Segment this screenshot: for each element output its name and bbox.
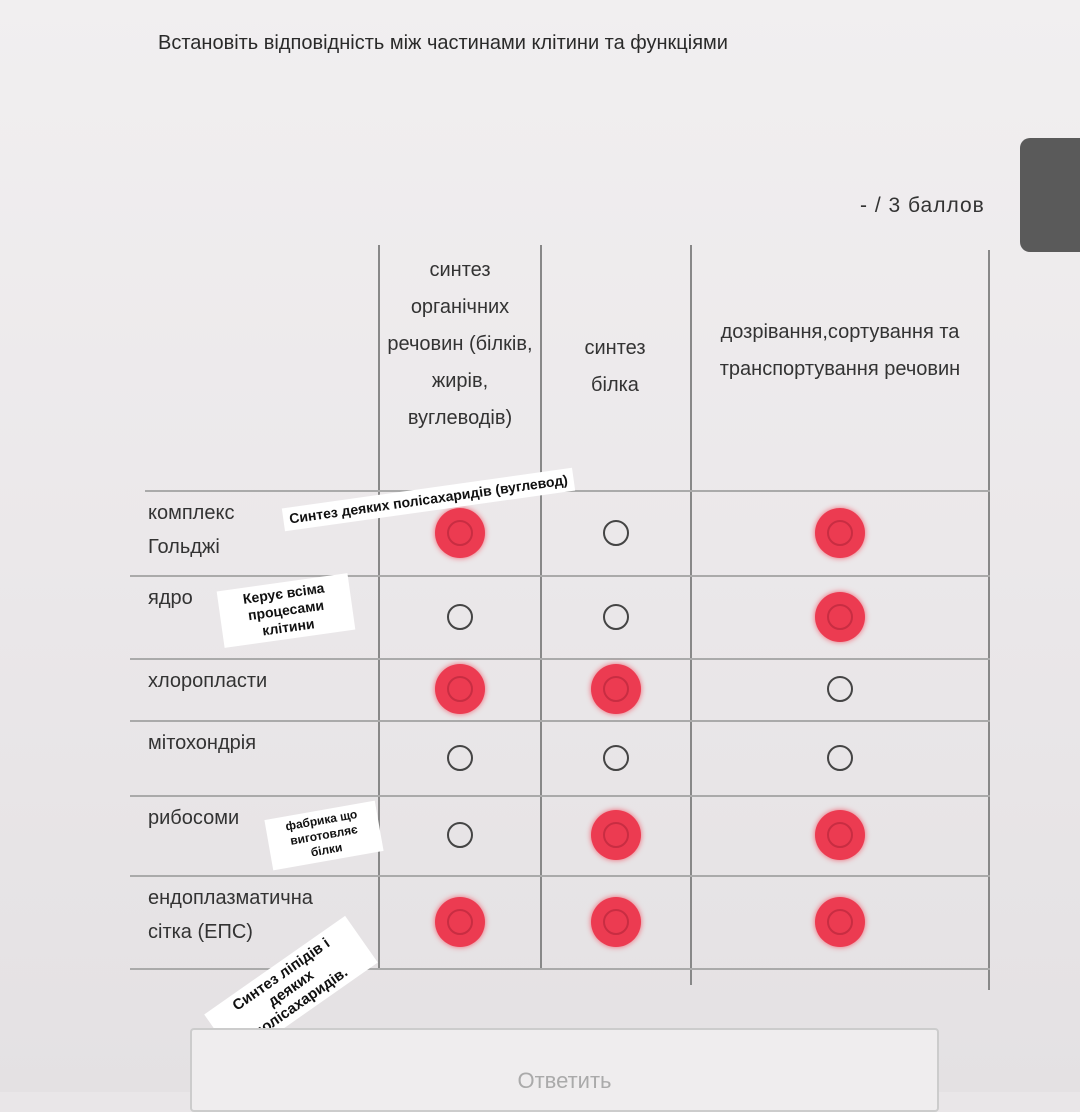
grid-cell bbox=[542, 795, 690, 875]
radio-selected[interactable] bbox=[815, 507, 865, 558]
row-divider bbox=[130, 658, 990, 660]
grid-cell bbox=[380, 875, 540, 968]
radio-selected[interactable] bbox=[815, 810, 865, 860]
column-header: дозрівання,сортування та транспортування… bbox=[719, 321, 961, 380]
grid-cell bbox=[542, 490, 690, 575]
radio-unselected[interactable] bbox=[603, 603, 629, 630]
grid-cell bbox=[692, 658, 988, 720]
side-tab[interactable] bbox=[1020, 138, 1080, 252]
grid-cell bbox=[380, 490, 540, 575]
question-title: Встановіть відповідність між частинами к… bbox=[158, 32, 728, 54]
row-divider bbox=[130, 968, 990, 970]
radio-selected[interactable] bbox=[435, 896, 485, 947]
radio-selected[interactable] bbox=[591, 664, 641, 714]
grid-cell bbox=[692, 875, 988, 968]
divider bbox=[988, 250, 990, 990]
radio-selected[interactable] bbox=[591, 810, 641, 860]
radio-selected[interactable] bbox=[591, 896, 641, 947]
submit-label: Ответить bbox=[517, 1068, 612, 1093]
divider bbox=[690, 245, 692, 985]
grid-cell bbox=[692, 575, 988, 658]
radio-selected[interactable] bbox=[815, 896, 865, 947]
grid-cell bbox=[692, 795, 988, 875]
row-divider bbox=[130, 720, 990, 722]
column-header: синтез органічних речовин (білків, жирів… bbox=[387, 259, 533, 429]
radio-unselected[interactable] bbox=[447, 822, 473, 848]
grid-cell bbox=[542, 875, 690, 968]
grid-cell bbox=[542, 720, 690, 795]
submit-button[interactable]: Ответить bbox=[190, 1028, 939, 1112]
annotation-sticker: фабрика що виготовляє білки bbox=[264, 800, 384, 871]
divider bbox=[540, 245, 542, 970]
radio-unselected[interactable] bbox=[603, 744, 629, 771]
row-label: ендоплазматична сітка (ЕПС) bbox=[148, 887, 313, 943]
grid-cell bbox=[692, 490, 988, 575]
grid-cell bbox=[380, 720, 540, 795]
radio-unselected[interactable] bbox=[603, 519, 629, 546]
row-divider bbox=[130, 875, 990, 877]
row-label: мітохондрія bbox=[148, 732, 257, 754]
radio-selected[interactable] bbox=[435, 507, 485, 558]
points: - / 3 баллов bbox=[860, 194, 985, 217]
radio-unselected[interactable] bbox=[447, 603, 473, 630]
radio-selected[interactable] bbox=[815, 591, 865, 642]
radio-unselected[interactable] bbox=[447, 744, 473, 771]
row-divider bbox=[130, 575, 990, 577]
radio-unselected[interactable] bbox=[827, 744, 853, 771]
row-label: комплекс Гольджі bbox=[148, 502, 235, 558]
row-divider bbox=[130, 795, 990, 797]
grid-cell bbox=[380, 795, 540, 875]
grid-cell bbox=[542, 658, 690, 720]
radio-selected[interactable] bbox=[435, 664, 485, 714]
grid-cell bbox=[380, 575, 540, 658]
grid-cell bbox=[380, 658, 540, 720]
grid-cell bbox=[692, 720, 988, 795]
row-label: ядро bbox=[148, 587, 193, 609]
grid-cell bbox=[542, 575, 690, 658]
divider bbox=[378, 245, 380, 970]
row-label: рибосоми bbox=[148, 807, 240, 829]
radio-unselected[interactable] bbox=[827, 676, 853, 702]
column-header: синтез білка bbox=[584, 337, 646, 396]
row-label: хлоропласти bbox=[148, 670, 268, 692]
